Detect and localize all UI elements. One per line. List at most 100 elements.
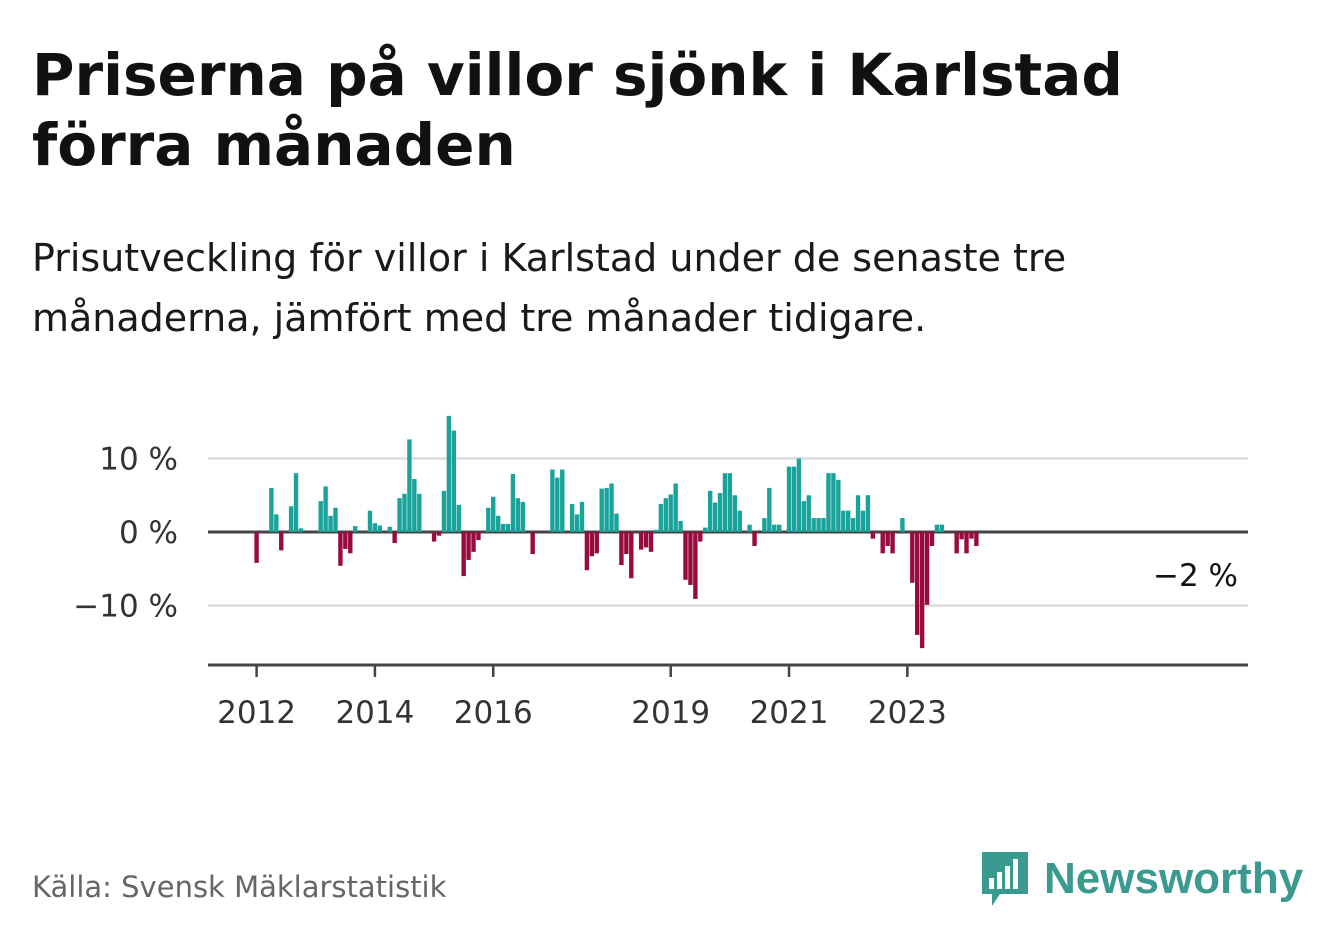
bar xyxy=(791,466,797,532)
bar xyxy=(343,532,348,549)
bar xyxy=(934,524,940,532)
bar xyxy=(653,529,659,532)
newsworthy-logo[interactable]: Newsworthy xyxy=(980,850,1303,908)
bar xyxy=(520,501,526,532)
bar-chart: 10 % 0 % −10 % 2012 2014 2016 2019 2021 2023 −2 % xyxy=(73,415,1248,732)
bar xyxy=(678,520,683,532)
bar xyxy=(609,483,614,532)
bar xyxy=(599,488,604,532)
bar xyxy=(870,532,876,539)
bar xyxy=(855,495,861,532)
source-note: Källa: Svensk Mäklarstatistik xyxy=(32,870,447,904)
bar xyxy=(377,525,383,532)
bar xyxy=(298,528,304,532)
bar xyxy=(560,469,565,532)
bar xyxy=(658,504,664,532)
bar xyxy=(466,532,471,560)
bar xyxy=(712,502,718,532)
bar xyxy=(900,518,905,532)
y-tick-label: −10 % xyxy=(73,589,178,625)
bar xyxy=(673,483,678,532)
bar xyxy=(811,518,816,532)
bar xyxy=(614,513,619,533)
bar xyxy=(762,518,767,532)
bar xyxy=(254,532,259,563)
bar xyxy=(786,466,792,532)
bar xyxy=(584,532,590,571)
bar xyxy=(816,518,821,532)
chart-subtitle: Prisutveckling för villor i Karlstad und… xyxy=(32,236,1067,340)
x-tick-label: 2012 xyxy=(217,695,296,731)
bar xyxy=(441,490,447,532)
bar xyxy=(353,526,358,532)
bar xyxy=(826,473,831,532)
bar xyxy=(974,532,979,546)
bar xyxy=(964,532,969,554)
bar xyxy=(397,498,402,532)
bar xyxy=(846,510,851,532)
bar xyxy=(831,473,836,532)
bar xyxy=(461,532,466,577)
bar xyxy=(604,487,609,532)
bar xyxy=(288,506,294,532)
bar xyxy=(643,532,649,548)
bar xyxy=(890,532,895,554)
bar xyxy=(841,510,846,532)
bar xyxy=(924,532,930,605)
bar xyxy=(836,479,841,532)
bar xyxy=(574,514,580,532)
bar xyxy=(505,523,511,532)
bar xyxy=(880,532,885,554)
bar xyxy=(476,532,481,541)
bar xyxy=(767,487,772,532)
bars xyxy=(254,415,979,649)
bar xyxy=(722,473,728,532)
bar xyxy=(594,532,599,554)
bar xyxy=(372,523,378,532)
x-tick-label: 2014 xyxy=(335,695,414,731)
bar xyxy=(431,532,437,542)
bar xyxy=(367,510,373,532)
bar xyxy=(747,524,752,532)
bar xyxy=(915,532,920,635)
axes xyxy=(208,663,1248,677)
bar xyxy=(703,527,708,532)
bar xyxy=(683,532,688,580)
bar xyxy=(569,504,575,532)
bar xyxy=(328,515,333,532)
bar xyxy=(579,501,585,532)
bar xyxy=(274,514,279,532)
bar xyxy=(293,473,299,532)
bar xyxy=(648,532,654,552)
bar xyxy=(323,486,328,532)
bar xyxy=(707,490,713,532)
bar xyxy=(619,532,624,566)
bar xyxy=(338,532,343,566)
bar xyxy=(491,496,496,532)
x-tick-label: 2016 xyxy=(454,695,533,731)
bar xyxy=(969,532,974,539)
bar xyxy=(589,532,595,557)
bar xyxy=(776,524,782,532)
bar xyxy=(860,510,866,532)
bar xyxy=(624,532,629,555)
bar xyxy=(402,493,407,532)
bar xyxy=(318,501,323,532)
chart-title: Priserna på villor sjönk i Karlstad förr… xyxy=(32,41,1123,179)
bar xyxy=(629,532,634,579)
bar xyxy=(772,524,777,532)
labels: 10 % 0 % −10 % 2012 2014 2016 2019 2021 2023 −2 % xyxy=(73,442,1238,732)
bar xyxy=(495,515,501,532)
bar xyxy=(698,532,703,542)
bar xyxy=(959,532,964,540)
x-tick-label: 2019 xyxy=(631,695,710,731)
bar xyxy=(717,493,723,532)
x-tick-label: 2023 xyxy=(868,695,947,731)
y-tick-label: 10 % xyxy=(99,442,178,478)
x-tick-label: 2021 xyxy=(750,695,829,731)
bar xyxy=(737,510,742,532)
bar xyxy=(269,487,274,532)
bar xyxy=(693,532,698,599)
bar xyxy=(752,532,757,546)
bar xyxy=(954,532,959,554)
